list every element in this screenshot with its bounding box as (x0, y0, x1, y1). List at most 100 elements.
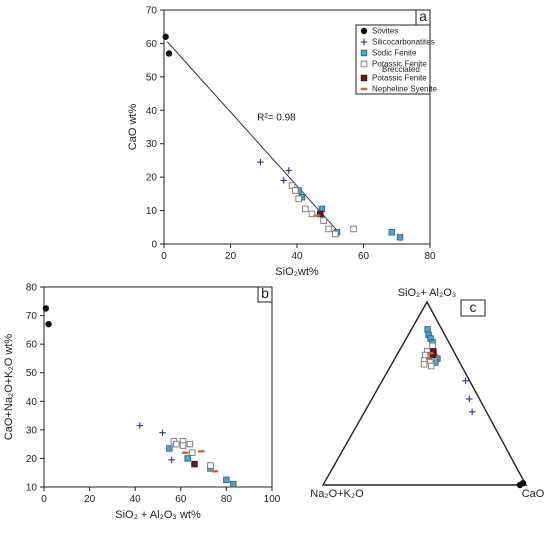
y-tick-label: 50 (146, 72, 158, 83)
x-tick-label: 100 (264, 494, 281, 505)
nepheline_syenite-point (211, 470, 219, 473)
legend-box (355, 24, 431, 95)
y-tick-label: 10 (26, 483, 38, 494)
y-axis-title: CaO wt% (127, 104, 139, 151)
silicocarbonatites-point (257, 158, 264, 166)
potassic_fenite-point (288, 182, 296, 189)
r-squared-annotation: R²= 0.98 (257, 112, 296, 123)
silicocarbonatites-point (136, 422, 143, 429)
legend-marker-brecciated_potassic_fenite (360, 74, 368, 82)
legend-marker-potassic_fenite (360, 60, 368, 68)
nepheline_syenite-point (313, 214, 321, 217)
apex-left-label: Na₂O+K₂O (310, 488, 364, 500)
x-tick-label: 20 (84, 494, 96, 505)
sovites-point (519, 479, 527, 487)
x-axis-title: SiO₂ + Al₂O₃ wt% (115, 509, 201, 521)
apex-top-label: SiO₂+ Al₂O₃ (398, 287, 457, 299)
legend-label-line2: Potassic Fenite (372, 74, 427, 83)
sodic_fenite-point (396, 234, 404, 241)
y-tick-label: 40 (26, 397, 38, 408)
potassic_fenite-point (292, 187, 299, 194)
sodic_fenite-point (166, 445, 173, 452)
panel-c: SiO₂+ Al₂O₃ Na₂O+K₂O CaO c (310, 287, 544, 500)
legend-marker-sodic_fenite (360, 49, 368, 57)
legend: Sövites Silicocarbonatites Sodic Fenite Pot… (355, 24, 437, 95)
potassic_fenite-point (325, 225, 332, 233)
x-tick-label: 80 (221, 494, 233, 505)
y-tick-label: 30 (146, 139, 158, 150)
nepheline_syenite-point (426, 352, 434, 355)
plot-frame (43, 286, 273, 488)
y-tick-label: 60 (146, 39, 158, 50)
sovites-point (45, 320, 52, 328)
panel-label-box (460, 299, 486, 317)
nepheline_syenite-point (181, 451, 189, 454)
brecciated_potassic_fenite-point (191, 460, 198, 468)
x-tick-label: 20 (225, 251, 237, 262)
legend-label: Sövites (372, 27, 398, 36)
x-axis-title: SiO₂wt% (275, 266, 319, 278)
y-axis-title: CaO+Na₂O+K₂O wt% (3, 334, 15, 441)
potassic_fenite-point (320, 217, 327, 224)
potassic_fenite-point (186, 440, 194, 448)
x-tick-label: 60 (358, 251, 370, 262)
x-tick-label: 60 (175, 494, 187, 505)
potassic_fenite-point (295, 195, 302, 203)
apex-right-label: CaO (522, 488, 545, 500)
potassic_fenite-point (207, 462, 214, 469)
y-tick-label: 70 (146, 6, 158, 17)
y-tick-label: 60 (26, 340, 38, 351)
x-tick-label: 40 (291, 251, 303, 262)
brecciated_potassic_fenite-point (317, 210, 324, 218)
y-tick-label: 0 (151, 240, 157, 251)
x-tick-label: 40 (130, 494, 142, 505)
sodic_fenite-point (388, 229, 395, 236)
panel-label: a (419, 8, 427, 24)
y-tick-label: 50 (26, 368, 38, 379)
sovites-point (162, 33, 169, 40)
potassic_fenite-point (331, 230, 339, 238)
legend-marker-silicocarbonatites (360, 38, 368, 46)
legend-label: Brecciated (382, 65, 420, 74)
y-tick-label: 10 (146, 206, 158, 217)
x-tick-label: 0 (41, 494, 47, 505)
brecciated_potassic_fenite-point (430, 351, 437, 359)
potassic_fenite-point (179, 442, 187, 449)
legend-label: Nepheline Syenite (372, 85, 437, 94)
legend-label: Sodic Fenite (372, 49, 417, 58)
panel-a: 0 20 40 60 80 0 10 20 30 40 50 60 70 SiO₂wt% CaO wt% R²… (127, 6, 437, 279)
y-tick-label: 30 (26, 425, 38, 436)
panel-b: 0 20 40 60 80 100 10 20 30 40 50 60 70 80 SiO₂ + Al₂O₃… (3, 283, 281, 522)
silicocarbonatites-point (285, 167, 292, 174)
potassic_fenite-point (420, 360, 428, 368)
potassic_fenite-point (172, 440, 180, 448)
y-tick-label: 20 (26, 454, 38, 465)
silicocarbonatites-point (168, 456, 175, 464)
y-tick-label: 70 (26, 311, 38, 322)
legend-marker-nepheline_syenite (360, 87, 368, 91)
sodic_fenite-point (223, 476, 230, 484)
sovites-point (165, 50, 173, 57)
sodic_fenite-point (230, 480, 237, 488)
y-tick-label: 80 (26, 283, 38, 294)
potassic_fenite-point (302, 205, 309, 213)
panel-label-box (257, 286, 273, 303)
nepheline_syenite-point (197, 450, 205, 453)
sodic_fenite-point (424, 326, 431, 333)
silicocarbonatites-point (468, 408, 476, 415)
legend-label: Potassic Fenite (372, 60, 427, 69)
nepheline_syenite-point (425, 357, 433, 360)
trend-line (166, 41, 341, 235)
silicocarbonatites-point (280, 177, 287, 184)
sovites-point (42, 305, 50, 312)
silicocarbonatites-point (466, 395, 473, 403)
potassic_fenite-point (427, 362, 435, 370)
panel-label: b (261, 285, 269, 301)
silicocarbonatites-point (462, 377, 469, 384)
panel-label: c (470, 299, 477, 315)
potassic_fenite-point (188, 449, 196, 456)
ternary-triangle (321, 300, 528, 486)
potassic_fenite-point (350, 225, 357, 233)
